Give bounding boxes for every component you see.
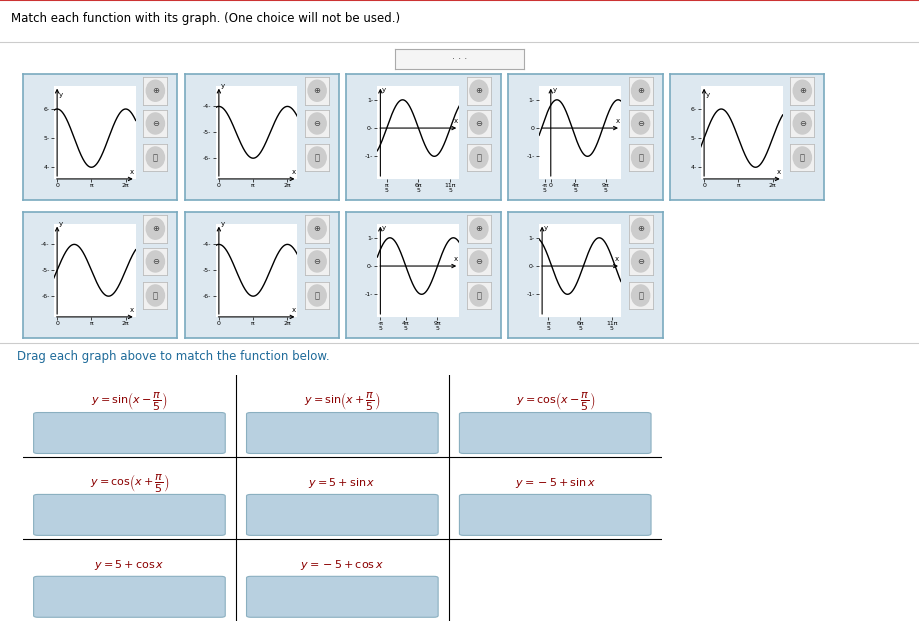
Text: $y = \cos\!\left(x + \dfrac{\pi}{5}\right)$: $y = \cos\!\left(x + \dfrac{\pi}{5}\righ…	[90, 472, 169, 494]
Circle shape	[631, 80, 650, 101]
Text: ⊕: ⊕	[313, 224, 321, 233]
Circle shape	[308, 147, 326, 168]
Text: ⊖: ⊖	[637, 119, 644, 128]
Text: x: x	[291, 307, 296, 313]
Circle shape	[470, 285, 488, 306]
Text: ⊖: ⊖	[152, 119, 159, 128]
Circle shape	[146, 113, 165, 134]
Circle shape	[146, 147, 165, 168]
Text: ⊖: ⊖	[637, 257, 644, 266]
Text: ⧉: ⧉	[314, 291, 320, 300]
Text: ⧉: ⧉	[153, 153, 158, 162]
Text: x: x	[777, 169, 781, 175]
Circle shape	[308, 285, 326, 306]
Text: $y = \sin\!\left(x - \dfrac{\pi}{5}\right)$: $y = \sin\!\left(x - \dfrac{\pi}{5}\righ…	[91, 390, 167, 412]
Text: Drag each graph above to match the function below.: Drag each graph above to match the funct…	[17, 350, 329, 363]
FancyBboxPatch shape	[460, 495, 651, 536]
Text: ⊕: ⊕	[637, 224, 644, 233]
Text: y: y	[706, 91, 709, 98]
Text: ⊕: ⊕	[475, 86, 482, 95]
Circle shape	[308, 113, 326, 134]
Text: x: x	[130, 307, 134, 313]
Text: y: y	[552, 87, 557, 93]
Text: y: y	[221, 83, 224, 89]
Text: ⊕: ⊕	[313, 86, 321, 95]
Text: ⊖: ⊖	[152, 257, 159, 266]
Text: y: y	[544, 225, 548, 231]
Text: x: x	[130, 169, 134, 175]
Circle shape	[470, 218, 488, 239]
FancyBboxPatch shape	[34, 413, 225, 454]
Text: ⊖: ⊖	[799, 119, 806, 128]
Circle shape	[146, 80, 165, 101]
FancyBboxPatch shape	[34, 495, 225, 536]
Text: $y = \sin\!\left(x + \dfrac{\pi}{5}\right)$: $y = \sin\!\left(x + \dfrac{\pi}{5}\righ…	[304, 390, 380, 412]
Text: x: x	[453, 118, 458, 124]
Text: ⧉: ⧉	[800, 153, 805, 162]
Text: ⊕: ⊕	[637, 86, 644, 95]
Circle shape	[470, 147, 488, 168]
Text: y: y	[59, 221, 62, 227]
Circle shape	[793, 147, 811, 168]
Text: $y = -5+ \cos x$: $y = -5+ \cos x$	[301, 558, 384, 572]
Text: x: x	[616, 118, 619, 124]
Circle shape	[631, 218, 650, 239]
Circle shape	[631, 251, 650, 272]
Text: x: x	[615, 256, 619, 262]
Text: ⧉: ⧉	[476, 291, 482, 300]
Text: ⧉: ⧉	[314, 153, 320, 162]
Text: $y = -5+ \sin x$: $y = -5+ \sin x$	[515, 476, 596, 490]
Circle shape	[146, 251, 165, 272]
Text: ⊖: ⊖	[313, 257, 321, 266]
Circle shape	[146, 218, 165, 239]
Circle shape	[308, 218, 326, 239]
Text: $y = 5+ \sin x$: $y = 5+ \sin x$	[309, 476, 376, 490]
Text: ⊕: ⊕	[799, 86, 806, 95]
FancyBboxPatch shape	[246, 413, 438, 454]
Circle shape	[793, 113, 811, 134]
Circle shape	[631, 285, 650, 306]
Text: y: y	[221, 221, 224, 227]
Text: ⊖: ⊖	[475, 119, 482, 128]
FancyBboxPatch shape	[246, 576, 438, 617]
Text: $y = 5+ \cos x$: $y = 5+ \cos x$	[95, 558, 165, 572]
Text: ⊕: ⊕	[152, 86, 159, 95]
FancyBboxPatch shape	[246, 495, 438, 536]
Circle shape	[631, 147, 650, 168]
FancyBboxPatch shape	[460, 413, 651, 454]
Circle shape	[146, 285, 165, 306]
Text: x: x	[453, 256, 458, 262]
Circle shape	[470, 113, 488, 134]
Circle shape	[470, 251, 488, 272]
Circle shape	[308, 251, 326, 272]
Text: · · ·: · · ·	[452, 54, 467, 64]
Text: x: x	[291, 169, 296, 175]
Circle shape	[793, 80, 811, 101]
Text: y: y	[59, 91, 62, 98]
Text: y: y	[382, 87, 386, 93]
Circle shape	[308, 80, 326, 101]
Text: ⧉: ⧉	[153, 291, 158, 300]
Text: ⧉: ⧉	[638, 153, 643, 162]
Text: ⊖: ⊖	[313, 119, 321, 128]
Text: ⧉: ⧉	[638, 291, 643, 300]
Text: ⊕: ⊕	[475, 224, 482, 233]
Circle shape	[631, 113, 650, 134]
Circle shape	[470, 80, 488, 101]
Text: Match each function with its graph. (One choice will not be used.): Match each function with its graph. (One…	[11, 12, 400, 25]
FancyBboxPatch shape	[34, 576, 225, 617]
Text: ⊖: ⊖	[475, 257, 482, 266]
Text: ⊕: ⊕	[152, 224, 159, 233]
Text: $y = \cos\!\left(x - \dfrac{\pi}{5}\right)$: $y = \cos\!\left(x - \dfrac{\pi}{5}\righ…	[516, 390, 595, 412]
Text: ⧉: ⧉	[476, 153, 482, 162]
Text: y: y	[382, 225, 386, 231]
